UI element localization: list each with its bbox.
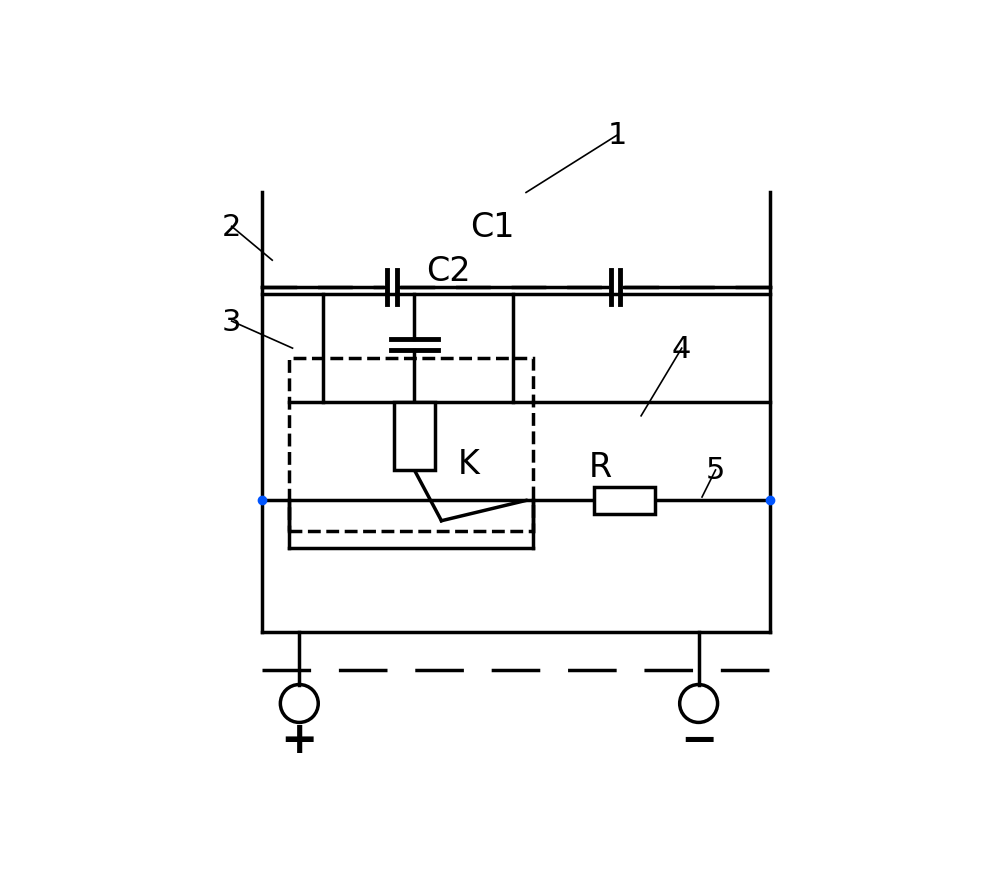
Text: C1: C1: [470, 211, 514, 243]
Bar: [394, 403, 435, 471]
Text: 2: 2: [222, 212, 241, 241]
Text: 1: 1: [608, 121, 627, 150]
Bar: [289, 359, 533, 531]
Text: C2: C2: [426, 255, 471, 287]
Bar: [594, 487, 655, 515]
Text: 3: 3: [222, 307, 241, 336]
Text: +: +: [281, 718, 318, 761]
Text: K: K: [458, 447, 479, 480]
Text: 5: 5: [706, 456, 725, 485]
Text: R: R: [589, 450, 612, 484]
Text: −: −: [680, 718, 717, 761]
Text: 4: 4: [672, 335, 691, 363]
Bar: [323, 295, 512, 403]
